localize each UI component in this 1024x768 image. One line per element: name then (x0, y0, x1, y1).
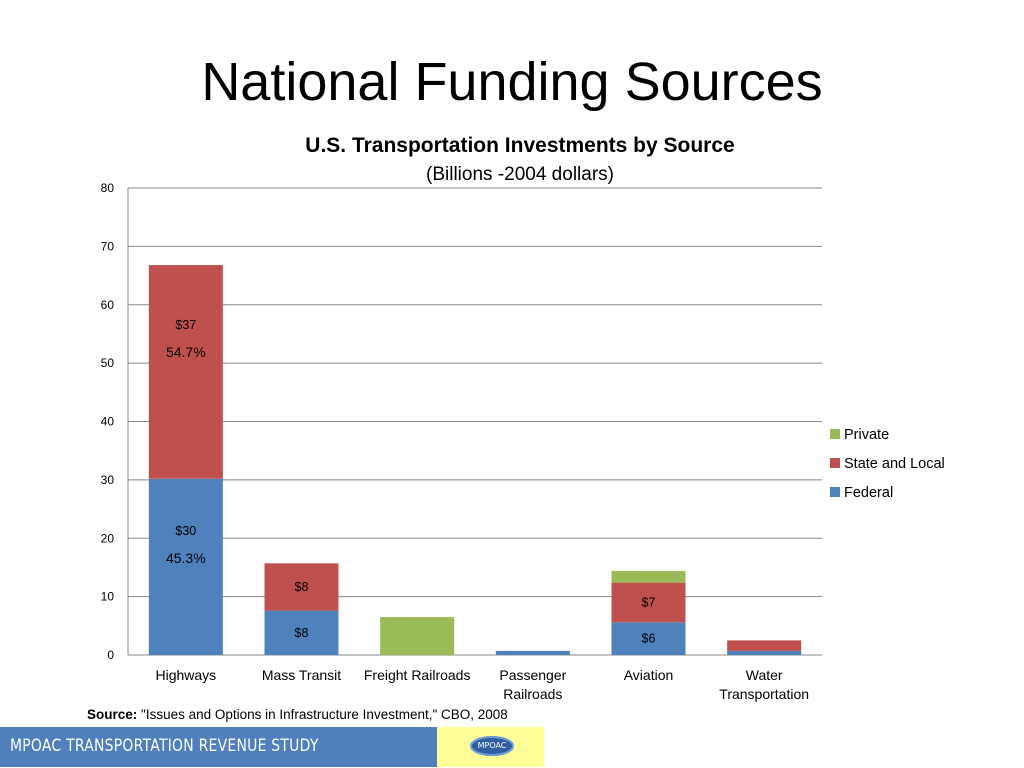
source-text: "Issues and Options in Infrastructure In… (141, 707, 508, 722)
footer-bar: MPOAC TRANSPORTATION REVENUE STUDY (0, 727, 437, 767)
legend-label: Private (844, 427, 889, 443)
data-label: $8 (295, 626, 309, 640)
bar-segment (727, 640, 802, 651)
bar-segment (727, 650, 802, 655)
y-tick-label: 70 (101, 239, 115, 253)
x-tick-label: Water Transportation (719, 667, 809, 702)
data-label: $37 (175, 318, 196, 332)
y-tick-label: 80 (101, 181, 115, 195)
x-tick-label: Highways (155, 667, 216, 683)
data-label: $6 (642, 632, 656, 646)
bar-segment (380, 617, 455, 655)
source-note: Source: "Issues and Options in Infrastru… (87, 706, 508, 724)
data-label: $8 (295, 580, 309, 594)
y-tick-label: 0 (107, 648, 114, 662)
y-tick-label: 60 (101, 298, 115, 312)
y-tick-label: 40 (101, 415, 115, 429)
bar-segment (611, 570, 686, 583)
bar-segment (611, 622, 686, 655)
legend-swatch (830, 487, 840, 497)
x-tick-label: Mass Transit (262, 667, 341, 683)
data-label: $7 (642, 595, 656, 609)
x-tick-label: Passenger Railroads (499, 667, 566, 702)
bar-segment (611, 582, 686, 623)
data-label: 45.3% (166, 550, 206, 566)
y-tick-label: 10 (101, 590, 115, 604)
bar-segment (264, 563, 339, 611)
bar-segment (148, 478, 223, 655)
data-label: 54.7% (166, 344, 206, 360)
chart-subtitle: (Billions -2004 dollars) (426, 164, 614, 185)
footer-logo: MPOAC (437, 727, 544, 767)
legend-swatch (830, 458, 840, 468)
bar-segment (495, 650, 570, 655)
legend-label: State and Local (844, 456, 945, 472)
slide-title: National Funding Sources (201, 52, 823, 112)
bar-segment (264, 610, 339, 655)
y-tick-label: 20 (101, 531, 115, 545)
mpoac-logo-icon: MPOAC (470, 736, 514, 756)
y-tick-label: 30 (101, 473, 115, 487)
y-tick-label: 50 (101, 356, 115, 370)
data-label: $30 (175, 524, 196, 538)
x-tick-label: Aviation (624, 667, 674, 683)
source-label: Source: (87, 707, 138, 722)
legend-label: Federal (844, 485, 893, 501)
legend-swatch (830, 429, 840, 439)
chart-title: U.S. Transportation Investments by Sourc… (305, 134, 735, 157)
bar-segment (148, 265, 223, 479)
footer-text: MPOAC TRANSPORTATION REVENUE STUDY (10, 736, 319, 756)
x-tick-label: Freight Railroads (364, 667, 471, 683)
